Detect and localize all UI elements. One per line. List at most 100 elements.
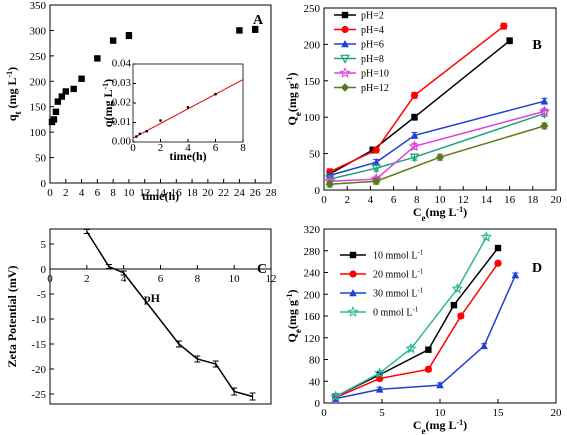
data-point (538, 105, 551, 117)
y-tick-label: 0 (315, 185, 321, 197)
y-tick-label: 160 (304, 311, 321, 323)
data-point (411, 114, 418, 121)
y-axis-label: qt (mg L-1) (5, 67, 24, 121)
inset-y-axis-label-part: ) (101, 79, 115, 83)
inset-frame (132, 63, 244, 143)
data-point (375, 385, 384, 393)
legend-label: pH=12 (361, 83, 389, 94)
legend-label: 10 mmol L-1 (373, 249, 424, 262)
y-axis-label-part: ) (285, 72, 299, 76)
y-axis-label-part: ) (5, 67, 19, 71)
x-tick-label: 12 (266, 273, 277, 285)
series-line (329, 25, 505, 173)
y-tick-label: -25 (31, 389, 46, 401)
panel-letter: C (257, 262, 267, 277)
y-axis-label: Zeta Potential (mV) (5, 266, 19, 368)
x-axis-label: Ce(mg L-1) (413, 205, 467, 224)
x-axis-label-part: (mg L (426, 418, 457, 432)
series-line (329, 112, 545, 180)
y-tick-label: 0 (41, 264, 47, 276)
y-tick-label: 5 (41, 239, 47, 251)
data-point (325, 179, 334, 189)
x-tick-label: 4 (368, 194, 374, 206)
inset-y-tick-label: 0.04 (112, 58, 132, 70)
x-tick-label: 10 (435, 407, 447, 419)
y-tick-label: 50 (309, 149, 321, 161)
y-tick-label: 200 (304, 39, 321, 51)
y-tick-label: -5 (37, 289, 47, 301)
x-axis-label-part: e (422, 213, 426, 223)
y-tick-label: -10 (31, 314, 46, 326)
data-point (480, 341, 488, 350)
inset-point (214, 93, 217, 96)
x-tick-label: 16 (171, 187, 183, 199)
data-point (372, 158, 380, 166)
data-point (409, 153, 420, 163)
data-point (94, 55, 101, 62)
legend-marker (340, 54, 350, 64)
y-axis-label-part: Q (285, 116, 299, 125)
data-point (371, 164, 381, 174)
x-tick-label: 20 (202, 187, 214, 199)
legend-label: pH=4 (361, 25, 384, 36)
data-point (252, 26, 259, 33)
legend-label-sup: -1 (417, 287, 423, 295)
inset-point (159, 119, 162, 122)
x-axis-label-part: C (413, 205, 422, 219)
data-point (236, 27, 243, 34)
legend-label: pH=2 (361, 11, 384, 22)
series-line (329, 110, 545, 183)
series-line (329, 125, 545, 185)
legend-marker (347, 305, 359, 317)
x-tick-label: 10 (123, 187, 135, 199)
y-tick-label: 40 (309, 376, 321, 388)
x-tick-label: 16 (504, 194, 516, 206)
inset-y-axis-label-part: q (101, 120, 115, 127)
data-point (410, 131, 419, 139)
y-axis-label-part: t (13, 111, 23, 114)
legend-marker (341, 40, 349, 48)
y-tick-label: 150 (304, 76, 321, 88)
y-axis-label-part: -1 (285, 76, 294, 83)
x-tick-label: 26 (250, 187, 262, 199)
legend-label: pH=8 (361, 54, 384, 65)
data-point (435, 153, 445, 162)
y-tick-label: 200 (304, 289, 321, 301)
y-tick-label: 150 (30, 102, 47, 114)
legend-marker (340, 83, 350, 92)
legend-label: pH=6 (361, 40, 384, 51)
y-tick-label: 280 (304, 246, 321, 258)
data-point (405, 342, 417, 354)
data-point (372, 177, 381, 186)
plot-frame (323, 7, 557, 191)
y-tick-label: 320 (304, 224, 321, 236)
data-point (540, 97, 549, 105)
data-point (50, 116, 58, 123)
y-axis-label-part: ) (285, 289, 299, 293)
y-axis-label-part: e (293, 112, 303, 116)
legend-marker (349, 251, 357, 259)
x-tick-label: 12 (139, 187, 150, 199)
legend-label: pH=10 (361, 69, 389, 80)
data-point (494, 244, 502, 252)
data-point (329, 390, 342, 402)
data-point (410, 91, 419, 99)
y-tick-label: -15 (31, 339, 46, 351)
inset-point (186, 106, 190, 109)
legend-label: 0 mmol L-1 (373, 306, 419, 319)
series-line (329, 100, 545, 177)
x-axis-label: pH (144, 291, 161, 305)
x-tick-label: 6 (158, 273, 164, 285)
x-tick-label: 20 (551, 407, 563, 419)
x-tick-label: 14 (481, 194, 493, 206)
x-tick-label: 0 (47, 187, 53, 199)
series-line (329, 40, 511, 175)
x-tick-label: 4 (121, 273, 127, 285)
inset-x-tick-label: 6 (213, 142, 219, 154)
inset-y-tick-label: 0.02 (112, 97, 131, 109)
inset-x-tick-label: 4 (185, 142, 191, 154)
data-point (436, 381, 444, 389)
y-axis-label: Qe(mg g-1) (285, 72, 304, 125)
series-line (335, 262, 499, 399)
